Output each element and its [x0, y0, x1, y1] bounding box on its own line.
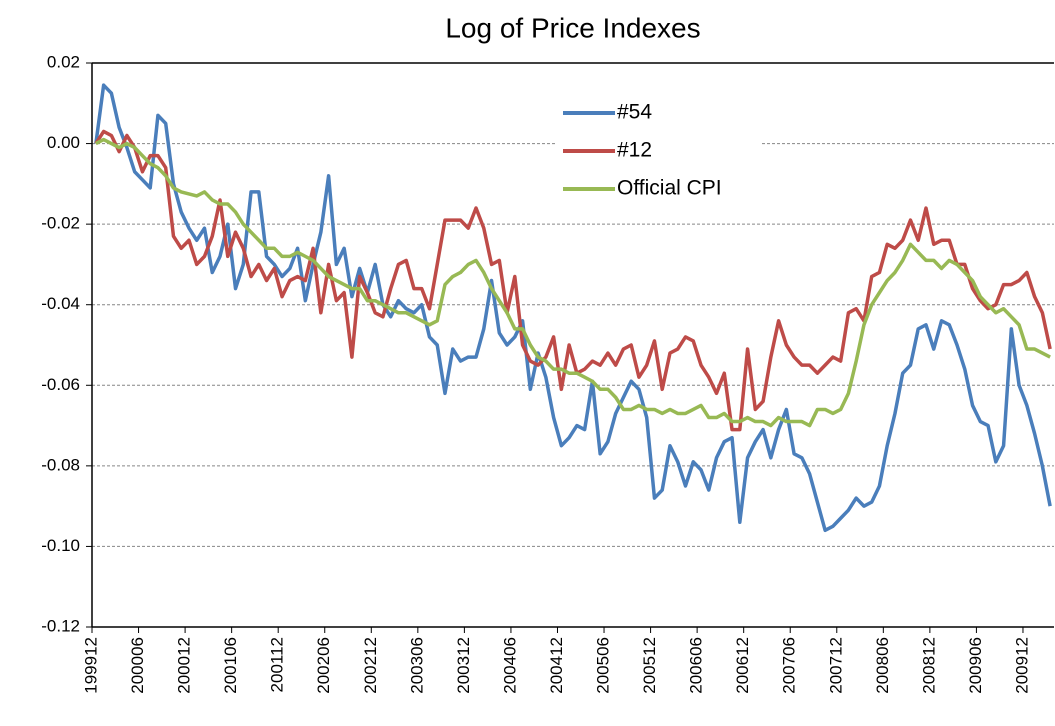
x-tick-label: 200812 — [919, 637, 938, 694]
legend-label: Official CPI — [617, 177, 722, 200]
x-tick-label: 200006 — [128, 637, 147, 694]
legend-box — [556, 96, 761, 212]
y-tick-label: -0.12 — [41, 616, 80, 635]
x-tick-label: 200506 — [594, 637, 613, 694]
x-tick-label: 200912 — [1012, 637, 1031, 694]
y-tick-label: -0.04 — [41, 294, 80, 313]
y-tick-label: -0.06 — [41, 375, 80, 394]
x-tick-label: 200612 — [733, 637, 752, 694]
chart-title: Log of Price Indexes — [445, 12, 700, 43]
x-tick-label: 200406 — [500, 637, 519, 694]
x-tick-label: 200606 — [687, 637, 706, 694]
x-tick-label: 200012 — [175, 637, 194, 694]
x-tick-label: 200512 — [640, 637, 659, 694]
x-tick-label: 200112 — [268, 637, 287, 692]
series-line — [94, 129, 1052, 432]
legend-label: #54 — [617, 101, 652, 124]
x-tick-label: 200806 — [873, 637, 892, 694]
y-tick-label: 0.00 — [47, 133, 80, 152]
x-tick-label: 200412 — [547, 637, 566, 694]
x-tick-label: 200312 — [454, 637, 473, 694]
y-tick-label: -0.08 — [41, 455, 80, 474]
y-tick-label: -0.02 — [41, 214, 80, 233]
x-tick-label: 200906 — [966, 637, 985, 694]
x-tick-label: 200212 — [361, 637, 380, 694]
x-tick-label: 200706 — [780, 637, 799, 694]
x-tick-label: 200206 — [314, 637, 333, 694]
x-tick-label: 199912 — [81, 637, 100, 694]
y-tick-label: -0.10 — [41, 536, 80, 555]
series-line — [94, 83, 1052, 533]
x-tick-label: 200306 — [407, 637, 426, 694]
x-tick-label: 200106 — [221, 637, 240, 694]
legend-label: #12 — [617, 139, 652, 162]
x-tick-label: 200712 — [826, 637, 845, 694]
y-tick-label: 0.02 — [47, 52, 80, 71]
series-line — [95, 137, 1051, 428]
